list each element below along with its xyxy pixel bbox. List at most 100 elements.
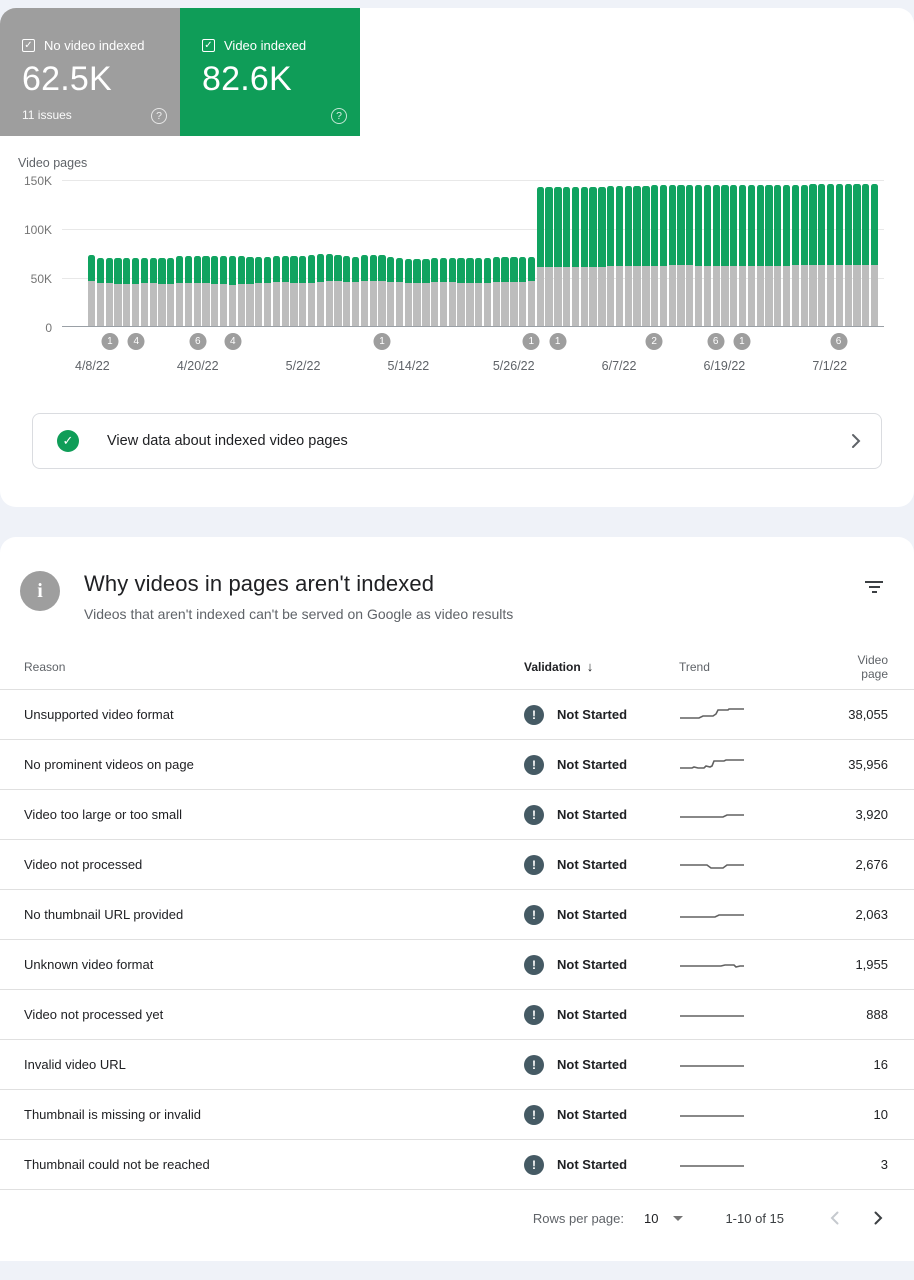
- filter-icon[interactable]: [862, 575, 886, 599]
- table-row[interactable]: Invalid video URL! Not Started 16: [0, 1040, 914, 1090]
- chart-bar[interactable]: [290, 180, 298, 326]
- chart-bar[interactable]: [642, 180, 650, 326]
- chart-bar[interactable]: [571, 180, 580, 326]
- chart-bar[interactable]: [307, 180, 316, 326]
- table-row[interactable]: No prominent videos on page! Not Started 3…: [0, 740, 914, 790]
- annotation-badge[interactable]: 1: [549, 333, 567, 350]
- previous-page-button[interactable]: [822, 1206, 846, 1230]
- chart-bar[interactable]: [870, 180, 879, 326]
- chart-bar[interactable]: [149, 180, 157, 326]
- annotation-badge[interactable]: 1: [522, 333, 540, 350]
- annotation-badge[interactable]: 6: [707, 333, 725, 350]
- chart-bar[interactable]: [818, 180, 826, 326]
- chart-bar[interactable]: [246, 180, 254, 326]
- chart-bar[interactable]: [378, 180, 386, 326]
- chart-bar[interactable]: [677, 180, 685, 326]
- annotation-badge[interactable]: 4: [127, 333, 145, 350]
- help-icon[interactable]: ?: [151, 108, 167, 124]
- chart-bar[interactable]: [510, 180, 518, 326]
- chart-bar[interactable]: [826, 180, 835, 326]
- annotation-badge[interactable]: 1: [101, 333, 119, 350]
- chart-bar[interactable]: [334, 180, 342, 326]
- column-header-video-page[interactable]: Video page: [857, 652, 888, 681]
- chart-bar[interactable]: [184, 180, 193, 326]
- table-row[interactable]: Thumbnail is missing or invalid! Not Star…: [0, 1090, 914, 1140]
- table-row[interactable]: Video not processed yet! Not Started 888: [0, 990, 914, 1040]
- chart-bar[interactable]: [272, 180, 281, 326]
- chart-bar[interactable]: [351, 180, 360, 326]
- chart-bar[interactable]: [140, 180, 149, 326]
- chart-bar[interactable]: [175, 180, 184, 326]
- column-header-reason[interactable]: Reason: [24, 659, 66, 674]
- chart-bar[interactable]: [853, 180, 861, 326]
- chart-bar[interactable]: [475, 180, 483, 326]
- annotation-badge[interactable]: 1: [373, 333, 391, 350]
- chart-bar[interactable]: [387, 180, 395, 326]
- chart-bar[interactable]: [580, 180, 588, 326]
- chart-bar[interactable]: [343, 180, 351, 326]
- chart-bar[interactable]: [439, 180, 448, 326]
- chart-bar[interactable]: [299, 180, 307, 326]
- chart-bar[interactable]: [862, 180, 870, 326]
- chip-video-indexed[interactable]: ✓ Video indexed 82.6K ?: [180, 8, 360, 136]
- chart-bar[interactable]: [765, 180, 773, 326]
- chart-bar[interactable]: [219, 180, 228, 326]
- view-indexed-data-link[interactable]: ✓ View data about indexed video pages: [32, 413, 882, 469]
- chart-bar[interactable]: [448, 180, 456, 326]
- chart-bar[interactable]: [800, 180, 808, 326]
- chart-bar[interactable]: [624, 180, 632, 326]
- chart-bar[interactable]: [263, 180, 272, 326]
- chart-bar[interactable]: [668, 180, 676, 326]
- chart-bar[interactable]: [738, 180, 747, 326]
- table-row[interactable]: Unknown video format! Not Started 1,955: [0, 940, 914, 990]
- chart-bar[interactable]: [519, 180, 527, 326]
- table-row[interactable]: No thumbnail URL provided! Not Started 2,0…: [0, 890, 914, 940]
- chart-bar[interactable]: [791, 180, 800, 326]
- chart-bar[interactable]: [554, 180, 562, 326]
- chart-bar[interactable]: [228, 180, 237, 326]
- chart-bar[interactable]: [158, 180, 166, 326]
- chart-bar[interactable]: [607, 180, 615, 326]
- annotation-badge[interactable]: 6: [189, 333, 207, 350]
- chart-bar[interactable]: [105, 180, 113, 326]
- chart-bar[interactable]: [835, 180, 844, 326]
- rows-per-page-select[interactable]: 10: [644, 1211, 684, 1226]
- chart-bar[interactable]: [413, 180, 421, 326]
- chart-bar[interactable]: [255, 180, 263, 326]
- chip-no-video-indexed[interactable]: ✓ No video indexed 62.5K 11 issues ?: [0, 8, 180, 136]
- chart-bar[interactable]: [404, 180, 412, 326]
- table-row[interactable]: Thumbnail could not be reached! Not Start…: [0, 1140, 914, 1190]
- chart-bar[interactable]: [633, 180, 641, 326]
- chart-bar[interactable]: [598, 180, 606, 326]
- table-row[interactable]: Video too large or too small! Not Started…: [0, 790, 914, 840]
- chart-bar[interactable]: [88, 180, 96, 326]
- chart-bar[interactable]: [721, 180, 729, 326]
- chart-bar[interactable]: [123, 180, 131, 326]
- chart-bar[interactable]: [536, 180, 544, 326]
- chart-bar[interactable]: [457, 180, 465, 326]
- chart-bar[interactable]: [527, 180, 536, 326]
- chart-bar[interactable]: [202, 180, 210, 326]
- annotation-badge[interactable]: 4: [224, 333, 242, 350]
- chart-bar[interactable]: [694, 180, 703, 326]
- chart-bar[interactable]: [492, 180, 500, 326]
- chart-bar[interactable]: [395, 180, 404, 326]
- chart-bar[interactable]: [589, 180, 597, 326]
- chart-bar[interactable]: [545, 180, 553, 326]
- chart-bar[interactable]: [325, 180, 333, 326]
- column-header-validation[interactable]: Validation ↓: [524, 659, 679, 674]
- chart-bar[interactable]: [844, 180, 852, 326]
- chart-bar[interactable]: [237, 180, 245, 326]
- chart-bar[interactable]: [774, 180, 782, 326]
- chart-bar[interactable]: [756, 180, 764, 326]
- chart-bar[interactable]: [686, 180, 694, 326]
- chart-bar[interactable]: [422, 180, 430, 326]
- chart-bar[interactable]: [651, 180, 659, 326]
- column-header-trend[interactable]: Trend: [679, 659, 710, 674]
- annotation-badge[interactable]: 2: [645, 333, 663, 350]
- checkbox-no-video-indexed-icon[interactable]: ✓: [22, 39, 35, 52]
- chart-bar[interactable]: [114, 180, 122, 326]
- chart-bar[interactable]: [131, 180, 140, 326]
- chart-bar[interactable]: [747, 180, 756, 326]
- chart-bar[interactable]: [703, 180, 712, 326]
